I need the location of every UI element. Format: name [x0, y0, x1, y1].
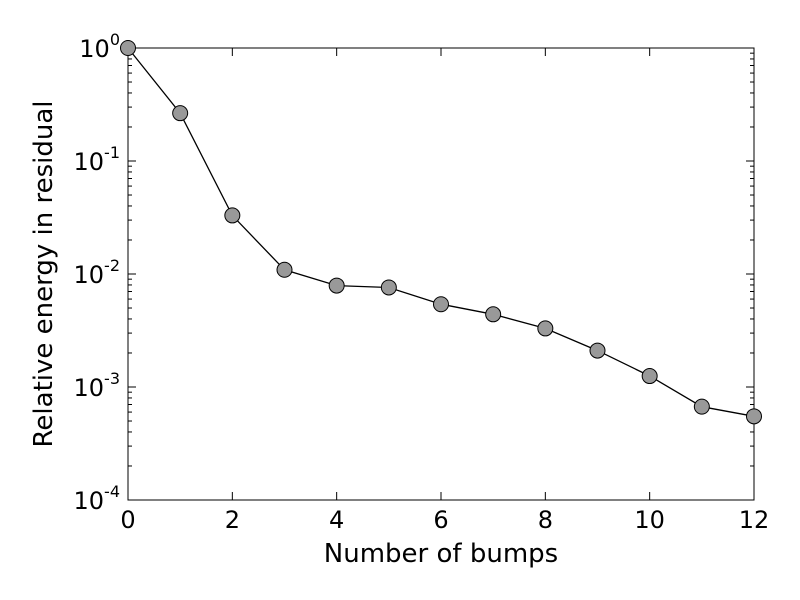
y-tick-base: 10 — [74, 374, 105, 402]
data-point — [328, 277, 345, 294]
y-tick-exponent: 0 — [110, 30, 120, 49]
y-axis-label: Relative energy in residual — [29, 101, 59, 448]
y-tick-label: 100 — [79, 30, 120, 63]
y-tick-base: 10 — [74, 487, 105, 515]
data-point — [641, 368, 658, 385]
series-layer — [120, 40, 762, 425]
y-tick-base: 10 — [74, 261, 105, 289]
data-point — [224, 207, 241, 224]
x-axis-label: Number of bumps — [324, 539, 558, 569]
plot-area — [127, 47, 755, 501]
y-tick-exponent: -3 — [104, 369, 120, 388]
data-point — [537, 320, 554, 337]
y-tick-label: 10-4 — [74, 482, 121, 515]
x-tick-label: 6 — [433, 506, 448, 534]
data-point — [746, 408, 762, 425]
data-point — [693, 398, 710, 415]
y-tick-label: 10-3 — [74, 369, 121, 402]
y-tick-label: 10-2 — [74, 256, 121, 289]
x-tick-label: 4 — [329, 506, 344, 534]
y-tick-label: 10-1 — [74, 143, 121, 176]
y-tick-exponent: -2 — [104, 256, 120, 275]
y-tick-base: 10 — [74, 148, 105, 176]
y-tick-exponent: -4 — [104, 482, 120, 501]
x-tick-label: 10 — [634, 506, 665, 534]
x-tick-label: 2 — [225, 506, 240, 534]
ticks — [127, 47, 755, 501]
data-point — [120, 40, 136, 56]
x-tick-label: 0 — [120, 506, 135, 534]
x-tick-label: 12 — [739, 506, 770, 534]
x-tick-labels: 0 2 4 6 8 10 12 — [120, 506, 769, 534]
data-point — [276, 261, 293, 278]
data-point — [172, 105, 189, 122]
data-point — [589, 342, 606, 359]
data-point — [380, 279, 397, 296]
y-tick-exponent: -1 — [104, 143, 120, 162]
data-point — [433, 296, 449, 313]
y-tick-base: 10 — [79, 35, 110, 63]
data-point — [485, 306, 502, 323]
x-tick-label: 8 — [538, 506, 553, 534]
